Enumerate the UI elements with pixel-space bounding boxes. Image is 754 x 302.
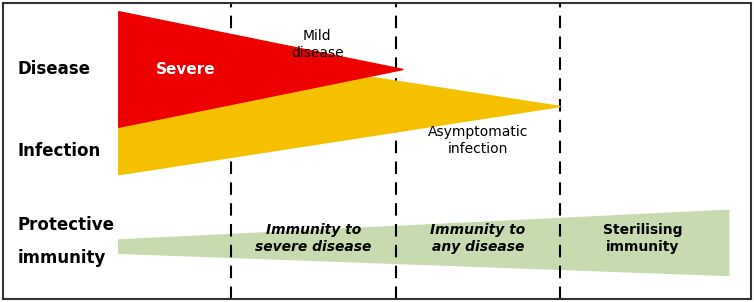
Text: Sterilising
immunity: Sterilising immunity (603, 223, 682, 254)
Text: Asymptomatic
infection: Asymptomatic infection (428, 125, 529, 156)
Text: Protective: Protective (18, 216, 115, 234)
Text: Immunity to
any disease: Immunity to any disease (431, 223, 526, 254)
Polygon shape (119, 38, 560, 175)
Text: immunity: immunity (18, 249, 106, 267)
Polygon shape (119, 12, 403, 127)
Text: Disease: Disease (18, 60, 90, 79)
Text: Immunity to
severe disease: Immunity to severe disease (255, 223, 372, 254)
Text: Infection: Infection (18, 142, 101, 160)
Text: Mild
disease: Mild disease (291, 29, 343, 60)
Text: Severe: Severe (156, 62, 216, 77)
Polygon shape (119, 210, 729, 275)
